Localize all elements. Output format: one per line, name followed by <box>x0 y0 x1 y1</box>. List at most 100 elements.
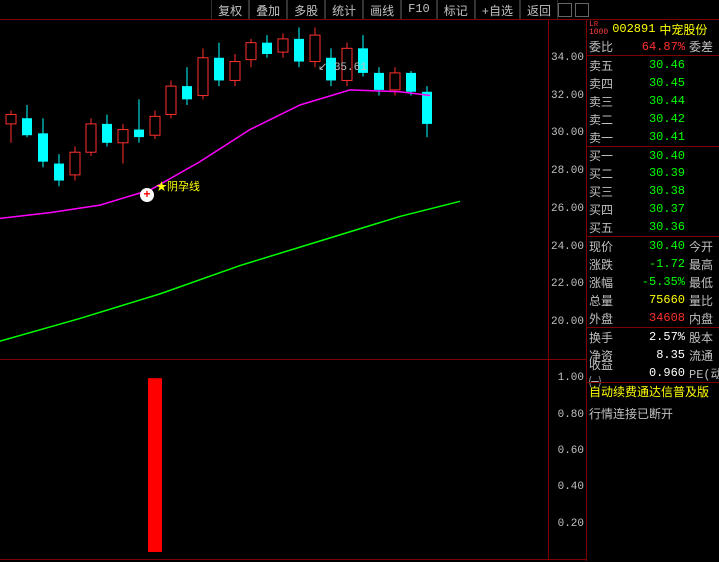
commission-suffix: 委差 <box>689 38 717 55</box>
toolbar-btn-复权[interactable]: 复权 <box>211 0 249 19</box>
orderbook-row: 买一30.40 <box>587 146 719 164</box>
ytick: 0.60 <box>558 445 584 457</box>
chart-column: 20.0022.0024.0026.0028.0030.0032.0034.00… <box>0 20 586 561</box>
commission-label: 委比 <box>589 38 623 55</box>
pattern-marker-label: ★阴孕线 <box>156 178 200 194</box>
main-area: 20.0022.0024.0026.0028.0030.0032.0034.00… <box>0 20 719 561</box>
notice-line1: 自动续费通达信普及版 <box>587 382 719 403</box>
stat-value: 0.960 <box>623 366 689 380</box>
toolbar: 复权叠加多股统计画线F10标记+自选返回 <box>0 0 719 20</box>
price-axis: 20.0022.0024.0026.0028.0030.0032.0034.00 <box>548 20 586 359</box>
stat-value: -5.35% <box>623 275 689 289</box>
toolbar-btn-画线[interactable]: 画线 <box>363 0 401 19</box>
stat-row: 涨幅-5.35%最低 <box>587 273 719 291</box>
volume-axis: 0.20 0.40 0.60 0.80 1.00 <box>548 360 586 559</box>
ytick: 20.00 <box>551 316 584 328</box>
stat-label: 涨跌 <box>589 256 623 273</box>
toolbar-btn-F10[interactable]: F10 <box>401 0 437 19</box>
stat-value: 34608 <box>623 311 689 325</box>
ytick: 22.00 <box>551 278 584 290</box>
stat-suffix: 内盘 <box>689 310 717 327</box>
stat-suffix: 最低 <box>689 274 717 291</box>
ytick: 24.00 <box>551 241 584 253</box>
toolbar-btn-叠加[interactable]: 叠加 <box>249 0 287 19</box>
prefix-badge: LR1000 <box>589 21 608 37</box>
stat-value: 75660 <box>623 293 689 307</box>
stock-title: LR1000 002891 中宠股份 <box>587 20 719 38</box>
stat-label: 涨幅 <box>589 274 623 291</box>
stat-suffix: 最高 <box>689 256 717 273</box>
orderbook-row: 买五30.36 <box>587 218 719 236</box>
ob-price: 30.46 <box>623 58 689 72</box>
price-annotation: ↙ 35.61 <box>318 60 367 74</box>
orderbook-row: 卖一30.41 <box>587 128 719 146</box>
ob-price: 30.38 <box>623 184 689 198</box>
ytick: 1.00 <box>558 372 584 384</box>
stat-value: 30.40 <box>623 239 689 253</box>
ytick: 30.00 <box>551 127 584 139</box>
ob-label: 买二 <box>589 165 623 182</box>
ob-label: 卖四 <box>589 75 623 92</box>
ob-price: 30.37 <box>623 202 689 216</box>
ob-price: 30.44 <box>623 94 689 108</box>
stat-suffix: PE(动) <box>689 365 717 382</box>
box-icon[interactable] <box>575 3 589 17</box>
orderbook-row: 买二30.39 <box>587 164 719 182</box>
orderbook-row: 卖三30.44 <box>587 92 719 110</box>
commission-value: 64.87% <box>623 40 689 54</box>
ob-price: 30.40 <box>623 149 689 163</box>
volume-chart[interactable]: 0.20 0.40 0.60 0.80 1.00 <box>0 360 586 560</box>
ob-price: 30.42 <box>623 112 689 126</box>
pattern-marker-icon: + <box>140 188 154 202</box>
ytick: 28.00 <box>551 165 584 177</box>
stat-row: 现价30.40今开 <box>587 237 719 255</box>
ob-label: 卖五 <box>589 57 623 74</box>
stat-label: 现价 <box>589 238 623 255</box>
stat-value: -1.72 <box>623 257 689 271</box>
ob-label: 买一 <box>589 147 623 164</box>
ytick: 0.80 <box>558 409 584 421</box>
quote-panel: LR1000 002891 中宠股份 委比 64.87% 委差 卖五30.46卖… <box>586 20 719 561</box>
ytick: 32.00 <box>551 90 584 102</box>
stat-suffix: 今开 <box>689 238 717 255</box>
ob-label: 卖三 <box>589 93 623 110</box>
orderbook-row: 卖二30.42 <box>587 110 719 128</box>
overlay-icon[interactable] <box>558 3 572 17</box>
ob-label: 买三 <box>589 183 623 200</box>
ob-label: 买四 <box>589 201 623 218</box>
ob-label: 买五 <box>589 219 623 236</box>
ytick: 0.40 <box>558 481 584 493</box>
ob-label: 卖一 <box>589 129 623 146</box>
ytick: 34.00 <box>551 52 584 64</box>
stock-code: 002891 <box>612 22 655 36</box>
toolbar-btn-标记[interactable]: 标记 <box>437 0 475 19</box>
toolbar-btn-多股[interactable]: 多股 <box>287 0 325 19</box>
orderbook-row: 卖四30.45 <box>587 74 719 92</box>
stat-row: 外盘34608内盘 <box>587 309 719 327</box>
stat-value: 8.35 <box>623 348 689 362</box>
ob-price: 30.36 <box>623 220 689 234</box>
stat-label: 外盘 <box>589 310 623 327</box>
stat-row: 总量75660量比 <box>587 291 719 309</box>
orderbook-row: 卖五30.46 <box>587 56 719 74</box>
toolbar-btn-+自选[interactable]: +自选 <box>475 0 520 19</box>
ob-label: 卖二 <box>589 111 623 128</box>
ytick: 0.20 <box>558 518 584 530</box>
stat-label: 换手 <box>589 329 623 346</box>
toolbar-icons <box>558 0 719 19</box>
stat-label: 总量 <box>589 292 623 309</box>
toolbar-btn-返回[interactable]: 返回 <box>520 0 558 19</box>
notice-line2: 行情连接已断开 <box>587 403 719 424</box>
orderbook-row: 买四30.37 <box>587 200 719 218</box>
stat-suffix: 量比 <box>689 292 717 309</box>
candlestick-chart[interactable]: 20.0022.0024.0026.0028.0030.0032.0034.00… <box>0 20 586 360</box>
stat-row: 收益㈠0.960PE(动) <box>587 364 719 382</box>
stat-suffix: 股本 <box>689 329 717 346</box>
orderbook-row: 买三30.38 <box>587 182 719 200</box>
stat-suffix: 流通 <box>689 347 717 364</box>
stat-row: 涨跌-1.72最高 <box>587 255 719 273</box>
stat-value: 2.57% <box>623 330 689 344</box>
ob-price: 30.45 <box>623 76 689 90</box>
commission-row: 委比 64.87% 委差 <box>587 38 719 56</box>
toolbar-btn-统计[interactable]: 统计 <box>325 0 363 19</box>
